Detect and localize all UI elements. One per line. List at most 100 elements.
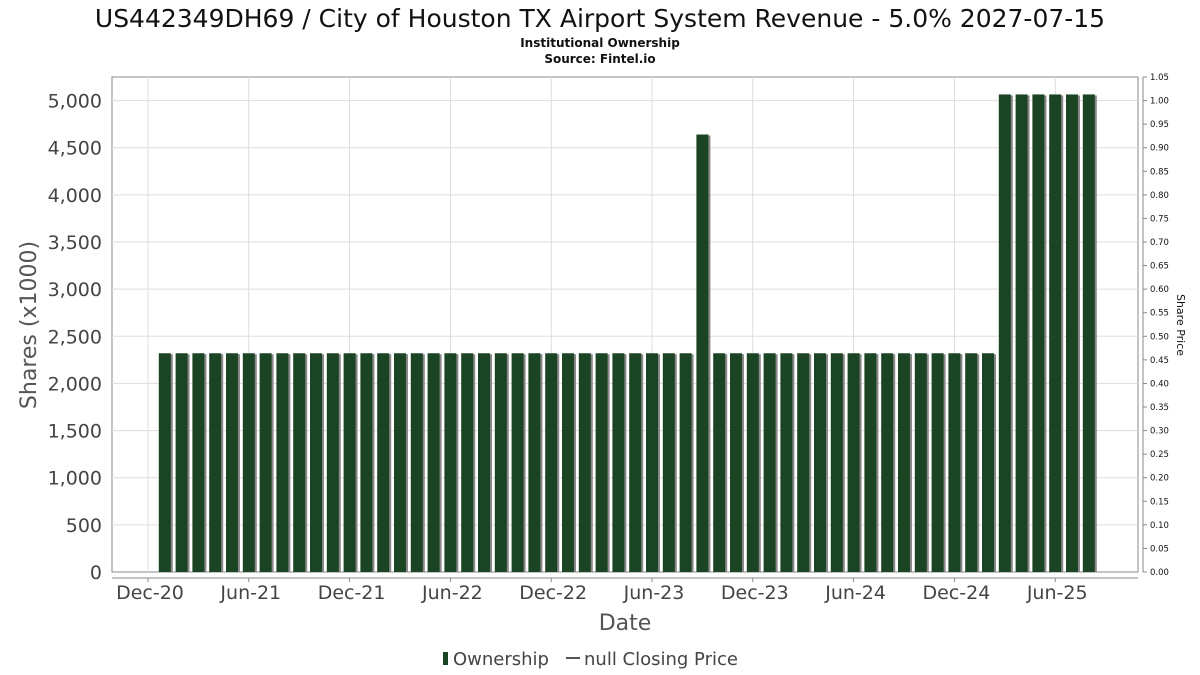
y2-tick-label: 0.20 [1150, 474, 1169, 484]
ownership-bar [1049, 94, 1062, 572]
y2-tick-label: 1.05 [1150, 73, 1169, 83]
x-tick-label: Jun-23 [623, 582, 685, 604]
ownership-bar [377, 353, 390, 572]
ownership-bar [847, 353, 860, 572]
ownership-bar [444, 353, 457, 572]
ownership-bar [343, 353, 356, 572]
ownership-bar [830, 353, 843, 572]
ownership-bar [948, 353, 961, 572]
x-tick-label: Dec-20 [116, 582, 184, 604]
ownership-bar [528, 353, 541, 572]
chart-source: Source: Fintel.io [544, 52, 655, 66]
y2-tick-label: 0.80 [1150, 191, 1169, 201]
y-tick-label: 2,000 [48, 373, 102, 395]
y2-tick-label: 0.65 [1150, 262, 1169, 272]
x-tick-label: Jun-25 [1026, 582, 1088, 604]
x-tick-label: Dec-23 [721, 582, 789, 604]
ownership-bar [1015, 94, 1028, 572]
y-tick-label: 4,000 [48, 185, 102, 207]
ownership-bar [1066, 94, 1078, 572]
y-tick-label: 500 [66, 515, 102, 537]
y2-tick-label: 0.90 [1150, 144, 1169, 154]
ownership-bar [310, 353, 322, 572]
y2-tick-label: 0.00 [1150, 568, 1169, 578]
y2-tick-label: 0.85 [1150, 167, 1169, 177]
legend-ownership-swatch [443, 652, 448, 665]
y-tick-label: 1,000 [48, 468, 102, 490]
ownership-bar [326, 353, 339, 572]
ownership-bar [158, 353, 171, 572]
ownership-bar [864, 353, 877, 572]
ownership-bar [763, 353, 776, 572]
y-tick-label: 1,500 [48, 421, 102, 443]
y2-tick-label: 0.30 [1150, 427, 1169, 437]
ownership-bar [814, 353, 826, 572]
ownership-bar [478, 353, 490, 572]
ownership-bar [696, 134, 709, 572]
x-tick-label: Jun-22 [421, 582, 483, 604]
ownership-bar [780, 353, 793, 572]
ownership-bar [881, 353, 894, 572]
ownership-bar [898, 353, 910, 572]
ownership-bar [242, 353, 255, 572]
y2-tick-label: 0.55 [1150, 309, 1169, 319]
ownership-bar [931, 353, 944, 572]
ownership-bar [965, 353, 978, 572]
ownership-bar [797, 353, 810, 572]
ownership-bar [914, 353, 927, 572]
y-tick-label: 2,500 [48, 326, 102, 348]
y2-tick-label: 0.05 [1150, 544, 1169, 554]
ownership-bar [511, 353, 524, 572]
ownership-bar [713, 353, 726, 572]
legend: Ownership null Closing Price [443, 649, 738, 670]
ownership-bar [646, 353, 658, 572]
y-axis-label: Shares (x1000) [17, 241, 42, 409]
ownership-bar [360, 353, 373, 572]
y2-tick-label: 0.40 [1150, 379, 1169, 389]
y2-tick-label: 0.75 [1150, 214, 1169, 224]
ownership-bar [209, 353, 222, 572]
chart-title: US442349DH69 / City of Houston TX Airpor… [95, 4, 1105, 33]
ownership-bar [679, 353, 692, 572]
x-axis-label: Date [599, 611, 652, 636]
ownership-bar [982, 353, 994, 572]
y2-tick-label: 0.95 [1150, 120, 1169, 130]
ownership-bar [259, 353, 272, 572]
ownership-bar [612, 353, 625, 572]
y2-tick-label: 0.70 [1150, 238, 1169, 248]
y2-axis-label: Share Price [1174, 294, 1187, 356]
x-tick-label: Dec-22 [519, 582, 587, 604]
ownership-bar [410, 353, 423, 572]
ownership-bar [578, 353, 591, 572]
ownership-bar [276, 353, 289, 572]
ownership-bar [746, 353, 759, 572]
legend-ownership: Ownership [453, 649, 549, 670]
y2-tick-label: 0.60 [1150, 285, 1169, 295]
ownership-bar [494, 353, 507, 572]
ownership-bar [1032, 94, 1045, 572]
y-tick-label: 3,000 [48, 279, 102, 301]
ownership-bar [293, 353, 306, 572]
y2-tick-label: 0.45 [1150, 356, 1169, 366]
y2-tick-label: 0.50 [1150, 332, 1169, 342]
ownership-bar [175, 353, 188, 572]
legend-price: null Closing Price [584, 649, 738, 670]
ownership-bar [730, 353, 742, 572]
y2-tick-label: 0.35 [1150, 403, 1169, 413]
ownership-bar [662, 353, 675, 572]
ownership-bar [226, 353, 238, 572]
ownership-bar [394, 353, 406, 572]
y2-tick-label: 0.10 [1150, 521, 1169, 531]
y2-tick-label: 1.00 [1150, 97, 1169, 107]
y-tick-label: 3,500 [48, 232, 102, 254]
ownership-bar [595, 353, 608, 572]
ownership-bar [192, 353, 205, 572]
y-tick-label: 5,000 [48, 91, 102, 113]
y2-tick-label: 0.25 [1150, 450, 1169, 460]
y-tick-label: 4,500 [48, 138, 102, 160]
y-tick-label: 0 [90, 562, 102, 584]
ownership-bar [562, 353, 574, 572]
ownership-bar [1082, 94, 1095, 572]
ownership-bar [545, 353, 558, 572]
